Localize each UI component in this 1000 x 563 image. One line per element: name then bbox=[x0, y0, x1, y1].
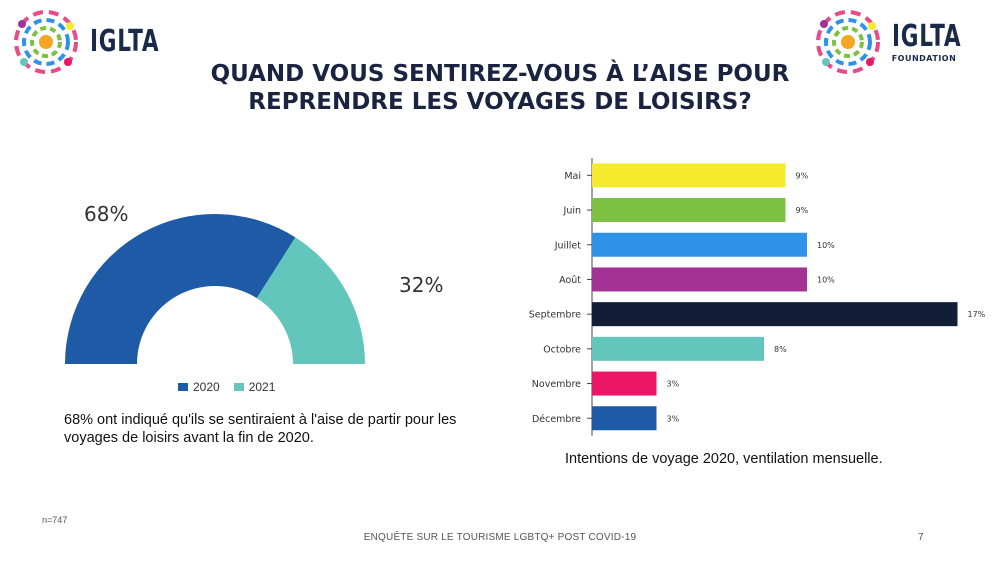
category-label-novembre: Novembre bbox=[532, 379, 581, 390]
half-donut-chart bbox=[65, 214, 365, 364]
bar-juin bbox=[592, 198, 786, 223]
value-label-juin: 9% bbox=[796, 206, 809, 215]
bar-septembre bbox=[592, 302, 958, 327]
bar-chart-caption: Intentions de voyage 2020, ventilation m… bbox=[565, 451, 883, 467]
value-label-décembre: 3% bbox=[667, 414, 680, 423]
category-label-octobre: Octobre bbox=[543, 344, 581, 355]
donut-value-label-2021: 32% bbox=[399, 273, 444, 297]
title-line-2: REPRENDRE LES VOYAGES DE LOISIRS? bbox=[248, 89, 752, 115]
value-label-juillet: 10% bbox=[817, 241, 835, 250]
sample-size-note: n=747 bbox=[42, 515, 68, 525]
category-label-septembre: Septembre bbox=[529, 310, 581, 321]
legend-label-2020: 2020 bbox=[193, 380, 220, 394]
value-label-mai: 9% bbox=[796, 171, 809, 180]
bar-décembre bbox=[592, 406, 657, 431]
monthly-bar-chart: Mai 9% Juin 9% Juillet 10% Août 10% Septembre 17%… bbox=[529, 158, 986, 436]
category-label-juillet: Juillet bbox=[554, 240, 582, 251]
value-label-août: 10% bbox=[817, 275, 835, 284]
logo-subtitle: FOUNDATION bbox=[891, 53, 957, 63]
value-label-octobre: 8% bbox=[774, 345, 787, 354]
bar-octobre bbox=[592, 336, 764, 361]
value-label-novembre: 3% bbox=[667, 380, 680, 389]
category-label-août: Août bbox=[559, 275, 581, 286]
category-label-décembre: Décembre bbox=[532, 414, 581, 425]
bar-mai bbox=[592, 163, 786, 188]
donut-legend: 2020 2021 bbox=[178, 380, 275, 394]
iglta-logo-emblem bbox=[14, 10, 78, 74]
logo-wordmark: IGLTA bbox=[891, 18, 962, 54]
legend-item-2020: 2020 bbox=[178, 380, 220, 394]
legend-swatch-2021 bbox=[233, 383, 244, 391]
donut-segment-2020 bbox=[65, 214, 296, 364]
legend-item-2021: 2021 bbox=[233, 380, 276, 394]
category-label-mai: Mai bbox=[564, 171, 581, 182]
page-number: 7 bbox=[918, 532, 924, 543]
bar-novembre bbox=[592, 371, 657, 396]
logo-wordmark: IGLTA bbox=[90, 24, 160, 59]
legend-swatch-2020 bbox=[178, 383, 188, 391]
iglta-foundation-emblem bbox=[815, 10, 880, 74]
legend-label-2021: 2021 bbox=[248, 380, 276, 394]
title-line-1: QUAND VOUS SENTIREZ-VOUS À L’AISE POUR bbox=[210, 61, 790, 87]
bar-juillet bbox=[592, 232, 807, 257]
donut-value-label-2020: 68% bbox=[84, 202, 129, 226]
category-label-juin: Juin bbox=[563, 206, 581, 217]
bar-août bbox=[592, 267, 807, 292]
value-label-septembre: 17% bbox=[968, 310, 986, 319]
page-title: QUAND VOUS SENTIREZ-VOUS À L’AISE POUR R… bbox=[150, 60, 850, 116]
donut-segment-2021 bbox=[256, 237, 365, 364]
iglta-logo-left: IGLTA bbox=[8, 4, 186, 80]
donut-caption: 68% ont indiqué qu'ils se sentiraient à … bbox=[64, 412, 457, 446]
footer-text: ENQUÊTE SUR LE TOURISME LGBTQ+ POST COVI… bbox=[363, 532, 637, 543]
iglta-foundation-logo: IGLTA FOUNDATION bbox=[810, 4, 988, 80]
